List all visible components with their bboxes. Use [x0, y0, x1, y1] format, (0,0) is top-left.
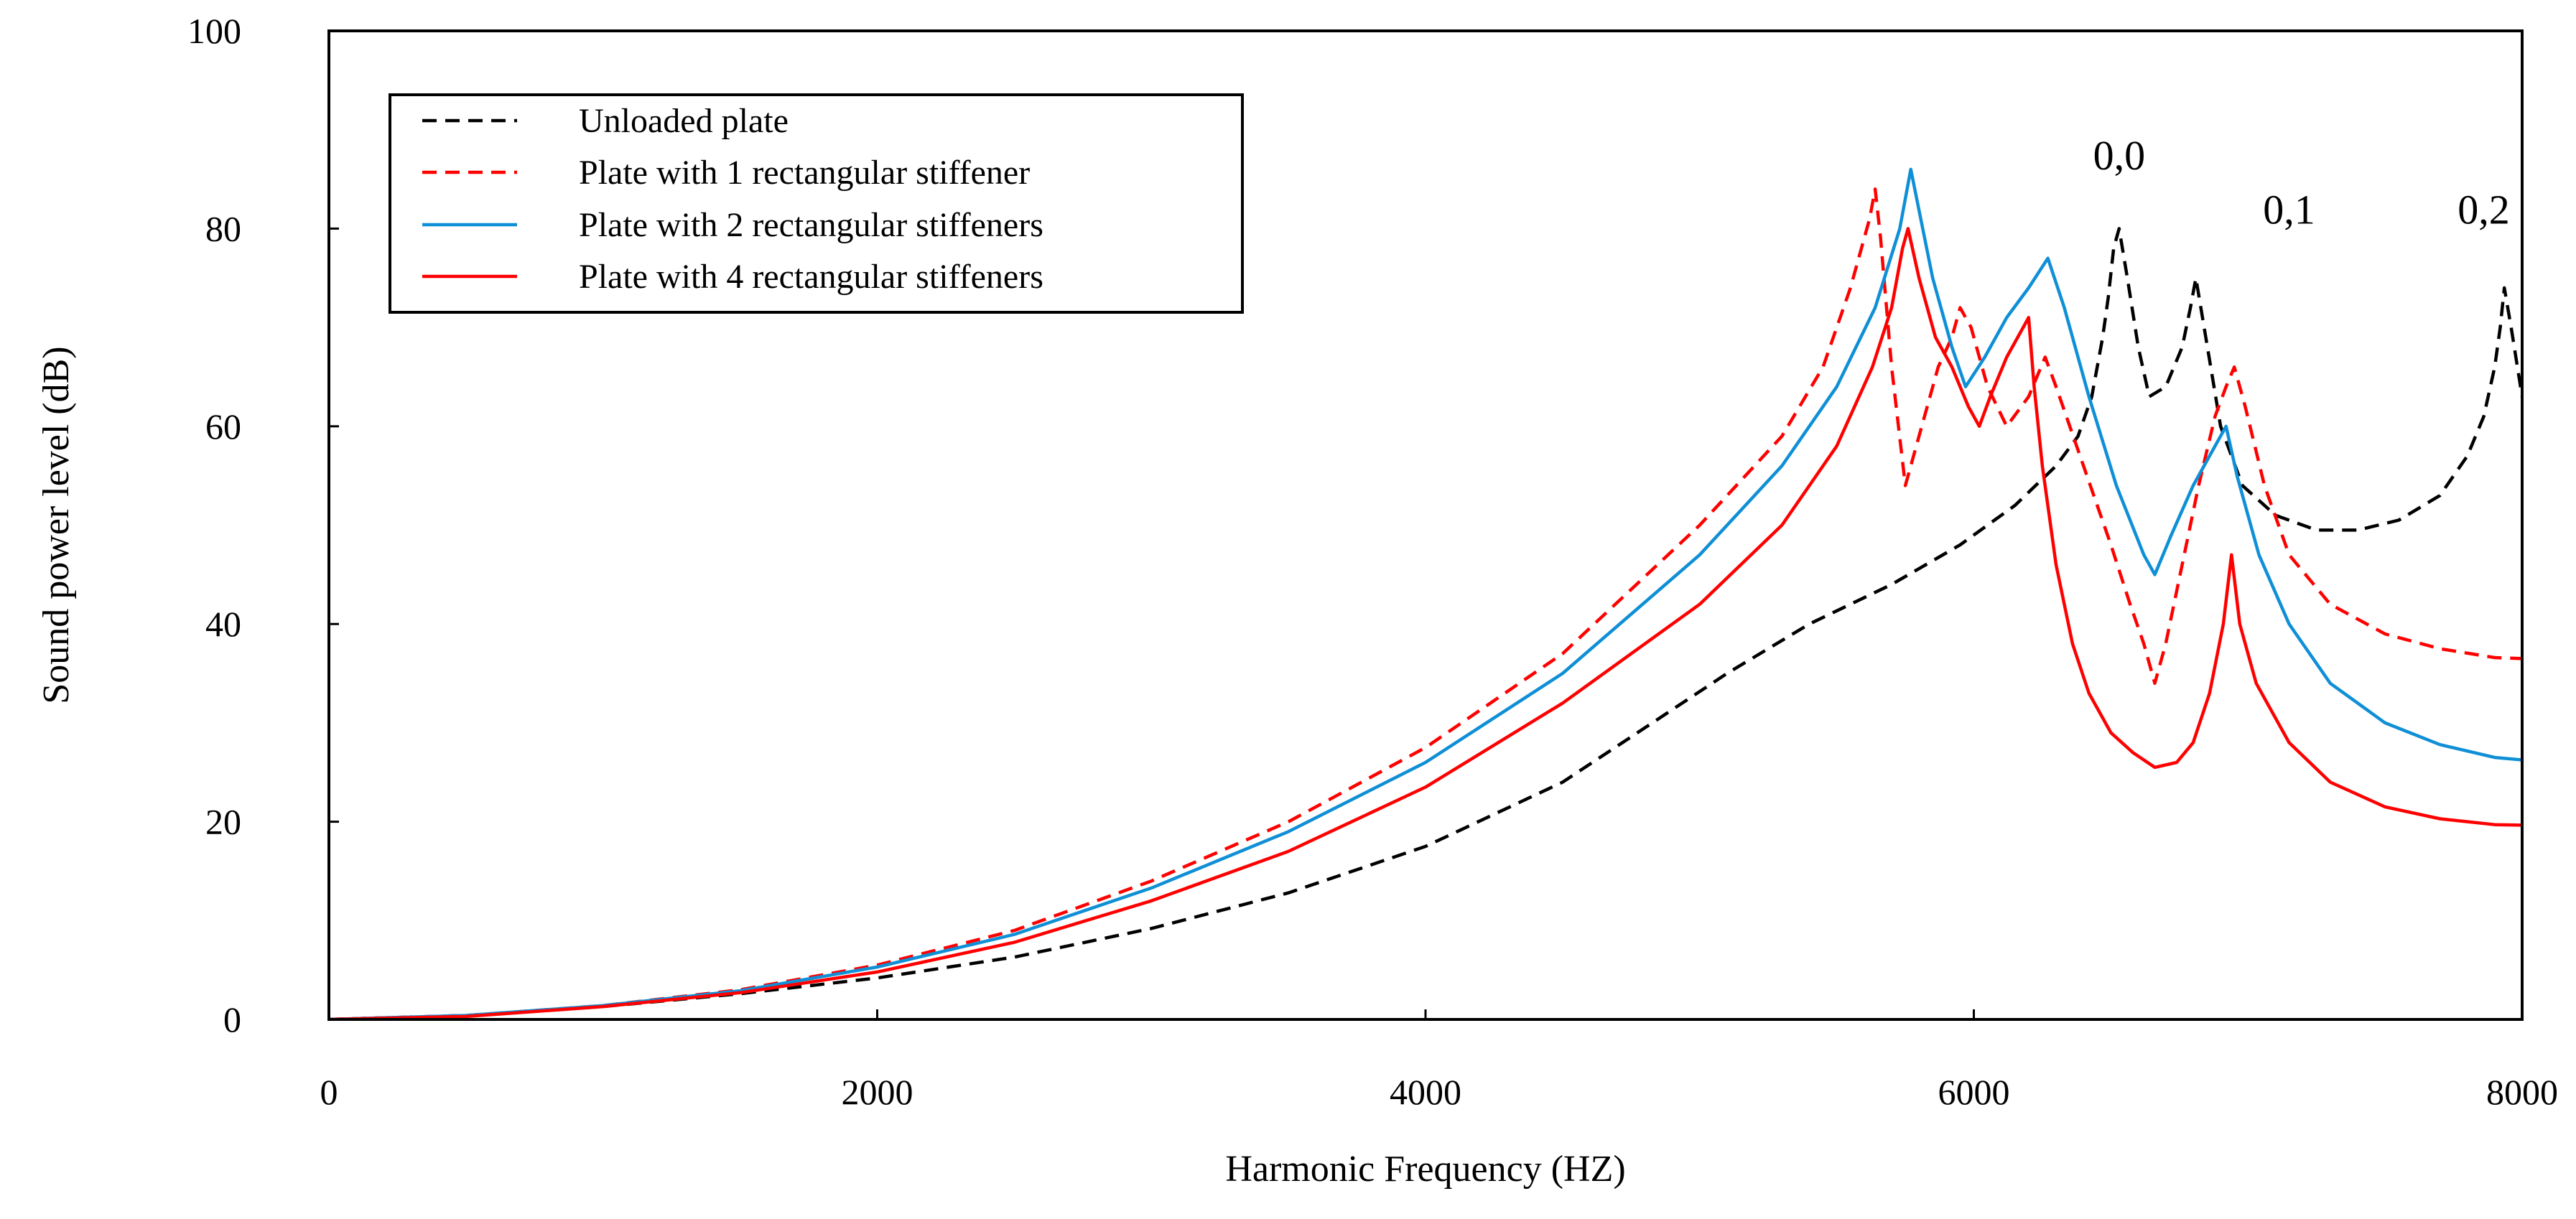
y-tick-label: 60: [205, 406, 241, 447]
mode-annotations: 0,00,10,20,3: [2093, 132, 2510, 233]
x-tick-label: 8000: [2486, 1072, 2558, 1112]
series-line-2: [329, 187, 2522, 1019]
x-axis-title: Harmonic Frequency (HZ): [1225, 1149, 1625, 1190]
y-axis-title: Sound power level (dB): [36, 346, 77, 704]
x-tick-label: 6000: [1938, 1072, 2010, 1112]
x-tick-label: 2000: [842, 1072, 913, 1112]
legend-label-3: Plate with 2 rectangular stiffeners: [579, 206, 1043, 244]
legend-label-4: Plate with 4 rectangular stiffeners: [579, 258, 1043, 296]
legend-label-2: Plate with 1 rectangular stiffener: [579, 154, 1030, 192]
mode-label: 0,0: [2093, 132, 2146, 179]
x-tick-label: 4000: [1390, 1072, 1461, 1112]
y-tick-label: 0: [223, 999, 241, 1040]
legend-box: [389, 93, 1244, 314]
series-line-1: [329, 227, 2522, 1019]
series-line-4: [329, 227, 2522, 1019]
series-line-3: [329, 167, 2522, 1019]
mode-label: 0,1: [2263, 187, 2315, 233]
mode-label: 0,2: [2458, 187, 2510, 233]
y-tick-label: 20: [205, 802, 241, 842]
legend-label-1: Unloaded plate: [579, 102, 789, 140]
ticks-layer: 0 2000 4000 6000 8000 0 20 40 60 80 100: [187, 11, 2558, 1112]
series-layer: [329, 167, 2522, 1019]
y-tick-label: 100: [187, 11, 241, 51]
y-tick-label: 80: [205, 208, 241, 248]
y-tick-label: 40: [205, 604, 241, 644]
legend: Unloaded plate Plate with 1 rectangular s…: [389, 93, 1244, 314]
x-tick-label: 0: [320, 1072, 338, 1112]
